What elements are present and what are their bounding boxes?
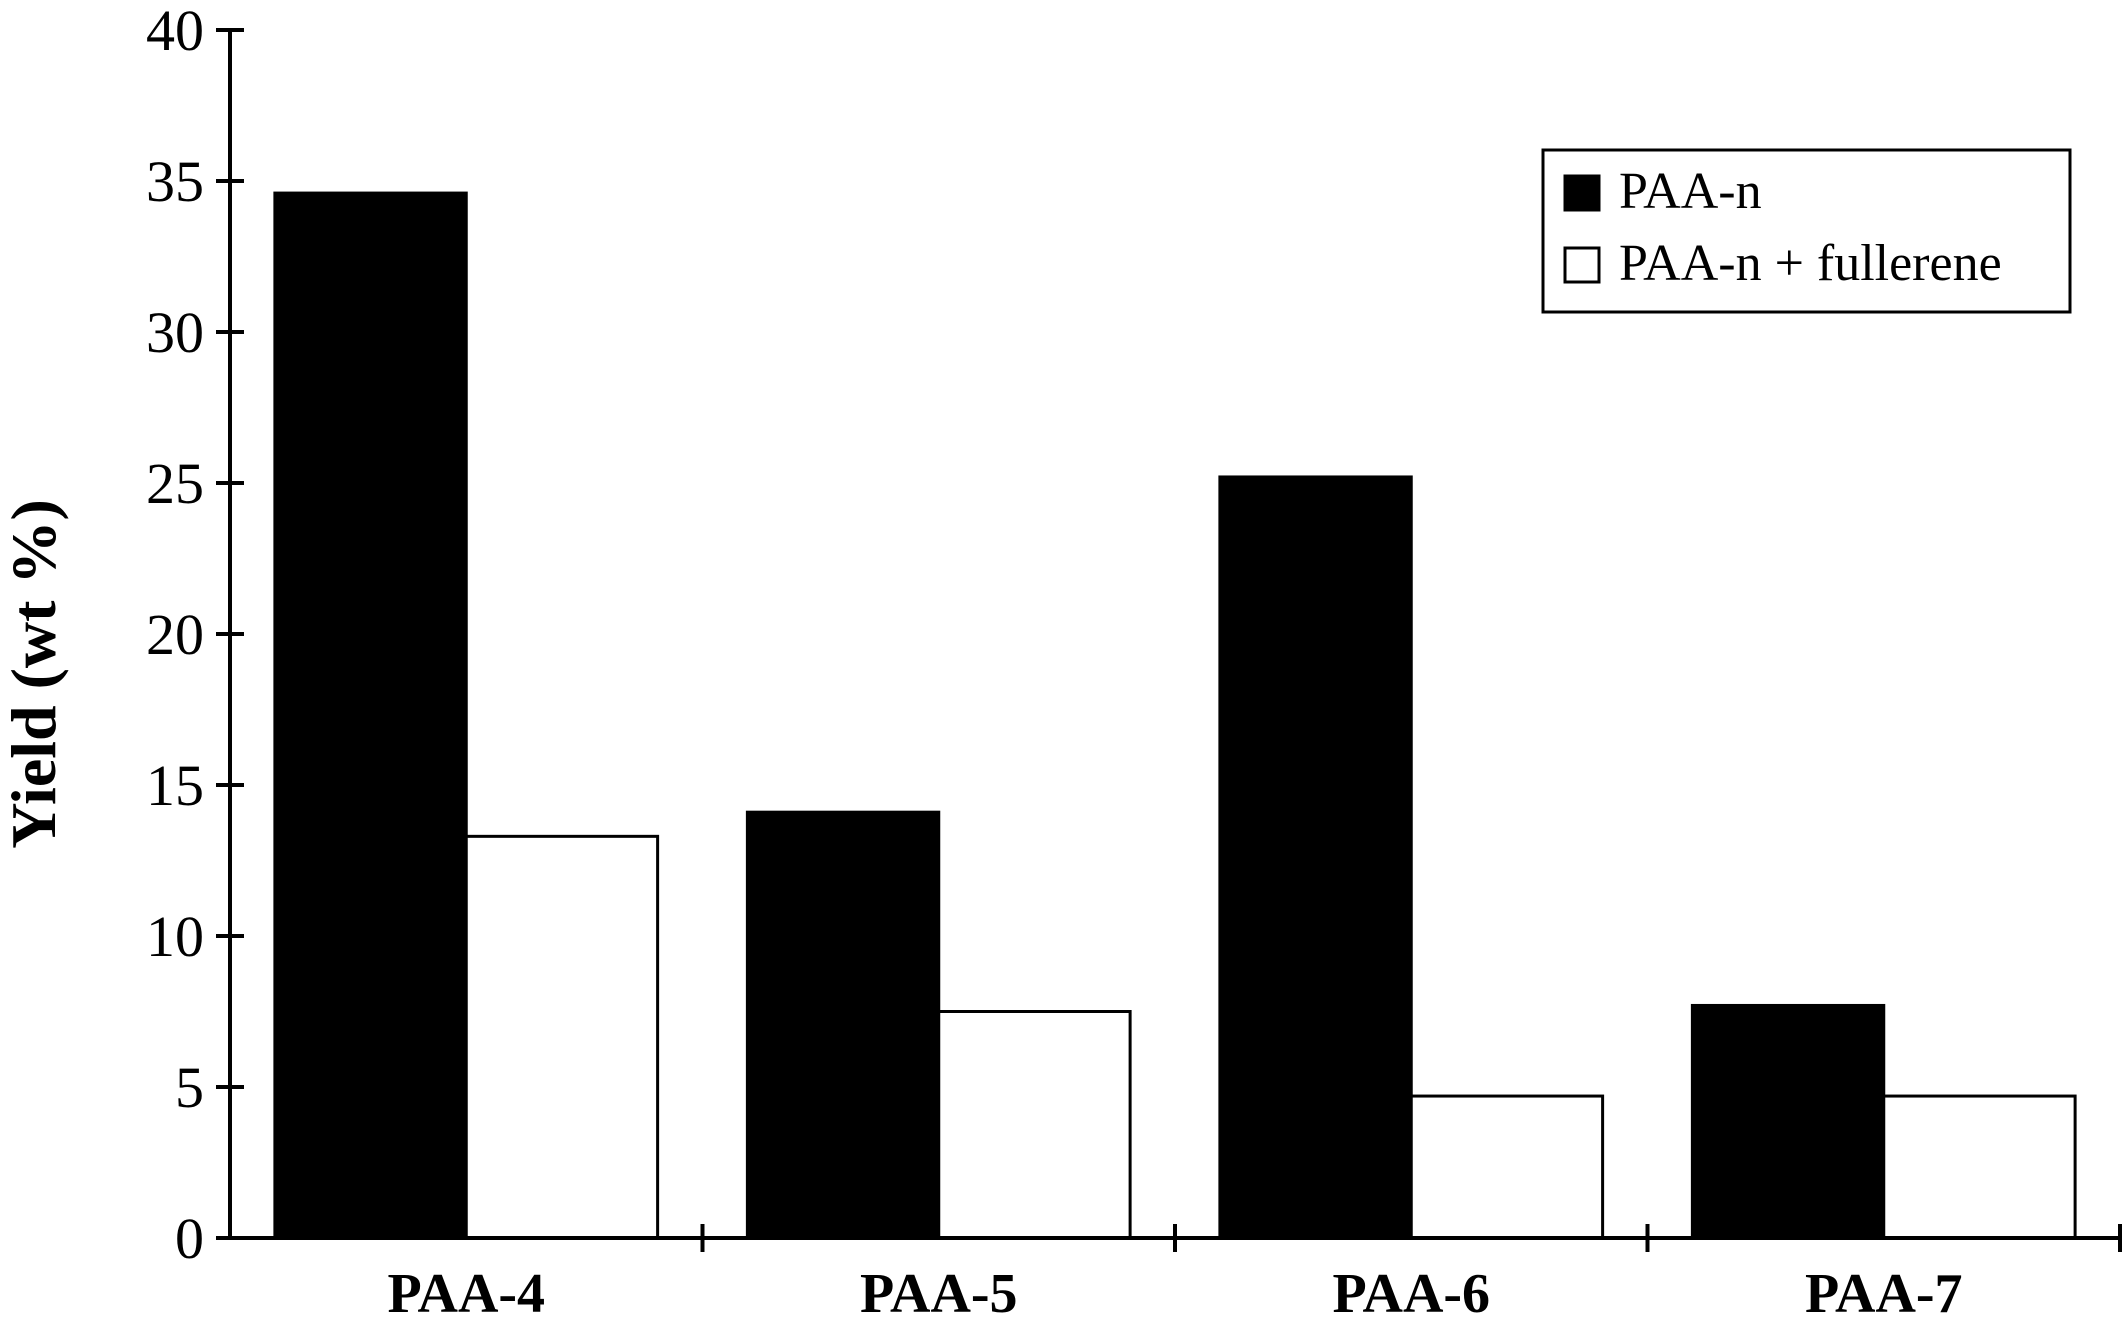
bar-paa-n-fullerene-paa-4 — [464, 834, 660, 1240]
x-category-label: PAA-5 — [860, 1263, 1018, 1322]
plot-area: 0 5 10 15 20 25 30 35 40 PAA-4 PAA-5 PAA-6 PAA-7 — [146, 0, 2122, 1322]
x-ticks: PAA-4 PAA-5 PAA-6 PAA-7 — [387, 1224, 2122, 1322]
legend: PAA-n PAA-n + fullerene — [1541, 148, 2072, 314]
legend-label: PAA-n — [1619, 163, 1762, 220]
legend-swatch — [1563, 174, 1601, 212]
y-tick-label: 25 — [146, 451, 204, 516]
x-category-label: PAA-7 — [1805, 1263, 1963, 1322]
y-tick-label: 10 — [146, 904, 204, 969]
y-axis-title: Yield (wt %) — [0, 499, 69, 849]
bar-paa-n-paa-6 — [1218, 475, 1413, 1240]
axes: 0 5 10 15 20 25 30 35 40 PAA-4 PAA-5 PAA-6 PAA-7 — [146, 0, 2122, 1322]
y-tick-label: 30 — [146, 300, 204, 365]
bar-paa-n-fullerene-paa-5 — [937, 1010, 1132, 1240]
y-tick-label: 0 — [175, 1206, 204, 1271]
bar-paa-n-fullerene-paa-7 — [1882, 1094, 2077, 1240]
legend-box — [1541, 148, 2072, 314]
y-tick-label: 5 — [175, 1055, 204, 1120]
y-tick-label: 35 — [146, 149, 204, 214]
bar-paa-n-paa-5 — [745, 810, 941, 1240]
bar-paa-n-paa-7 — [1690, 1003, 1886, 1240]
legend-swatch — [1563, 246, 1601, 284]
x-category-label: PAA-4 — [387, 1263, 545, 1322]
y-tick-label: 20 — [146, 602, 204, 667]
y-tick-label: 15 — [146, 753, 204, 818]
bars — [273, 191, 2077, 1240]
legend-label: PAA-n + fullerene — [1619, 235, 2002, 292]
y-tick-label: 40 — [146, 0, 204, 63]
bar-paa-n-fullerene-paa-6 — [1409, 1094, 1605, 1240]
y-ticks: 0 5 10 15 20 25 30 35 40 — [146, 0, 244, 1271]
bar-paa-n-paa-4 — [273, 191, 468, 1240]
x-category-label: PAA-6 — [1332, 1263, 1490, 1322]
